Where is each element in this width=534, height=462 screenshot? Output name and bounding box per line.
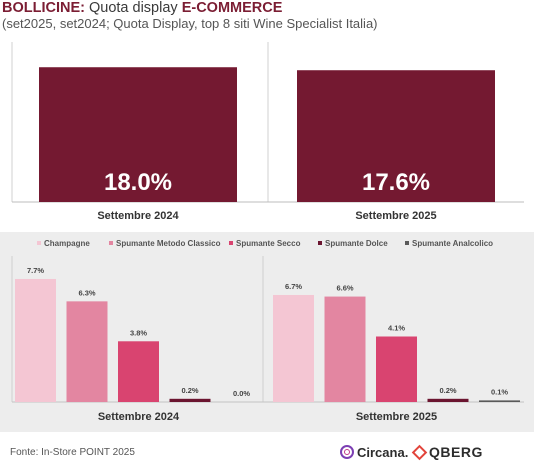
type-share-bar bbox=[479, 400, 520, 402]
type-share-bar bbox=[273, 294, 314, 402]
type-share-bar bbox=[324, 296, 366, 402]
type-share-bar bbox=[118, 341, 159, 402]
type-share-bar bbox=[169, 398, 211, 402]
legend-label: Spumante Dolce bbox=[325, 239, 388, 248]
title-caps: E-COMMERCE bbox=[181, 0, 283, 16]
legend-label: Champagne bbox=[44, 239, 90, 248]
type-share-bar bbox=[427, 398, 469, 402]
qberg-logo: QBERG bbox=[411, 442, 483, 462]
total-share-label: 17.6% bbox=[362, 169, 430, 196]
title-middle: Quota display bbox=[84, 0, 182, 16]
circana-logo-icon bbox=[340, 445, 354, 459]
legend-swatch bbox=[229, 241, 233, 245]
type-share-label: 6.3% bbox=[78, 288, 95, 297]
source-note: Fonte: In-Store POINT 2025 bbox=[10, 447, 135, 458]
top-category-label: Settembre 2025 bbox=[355, 210, 436, 222]
type-share-label: 3.8% bbox=[130, 328, 147, 337]
bottom-category-label: Settembre 2024 bbox=[98, 411, 180, 423]
legend-swatch bbox=[37, 241, 41, 245]
bottom-category-label: Settembre 2025 bbox=[356, 411, 437, 423]
top-category-label: Settembre 2024 bbox=[97, 210, 179, 222]
page-title: BOLLICINE: Quota display E-COMMERCE bbox=[2, 0, 282, 16]
qberg-logo-text: QBERG bbox=[429, 444, 483, 460]
circana-logo: Circana. bbox=[340, 442, 408, 462]
legend-label: Spumante Metodo Classico bbox=[116, 239, 221, 248]
type-share-label: 0.1% bbox=[491, 387, 508, 396]
type-share-label: 6.6% bbox=[336, 284, 353, 293]
type-share-bar bbox=[376, 336, 417, 402]
circana-logo-text: Circana. bbox=[357, 444, 409, 460]
legend-label: Spumante Analcolico bbox=[412, 239, 493, 248]
legend-swatch bbox=[405, 241, 409, 245]
total-share-label: 18.0% bbox=[104, 169, 172, 196]
type-share-label: 4.1% bbox=[388, 324, 405, 333]
total-share-bar bbox=[297, 70, 495, 202]
type-share-label: 6.7% bbox=[285, 282, 302, 291]
legend-swatch bbox=[109, 241, 113, 245]
qberg-logo-icon bbox=[411, 444, 428, 460]
total-share-bar bbox=[39, 67, 237, 202]
title-bold: BOLLICINE: bbox=[2, 0, 85, 16]
legend-label: Spumante Secco bbox=[236, 239, 301, 248]
type-share-label: 0.2% bbox=[439, 386, 456, 395]
type-share-label: 7.7% bbox=[27, 266, 44, 275]
type-share-bar bbox=[15, 278, 56, 402]
page-subtitle: (set2025, set2024; Quota Display, top 8 … bbox=[2, 16, 378, 31]
type-share-label: 0.2% bbox=[181, 386, 198, 395]
type-share-bar bbox=[66, 301, 108, 402]
type-share-label: 0.0% bbox=[233, 389, 250, 398]
legend-swatch bbox=[318, 241, 322, 245]
